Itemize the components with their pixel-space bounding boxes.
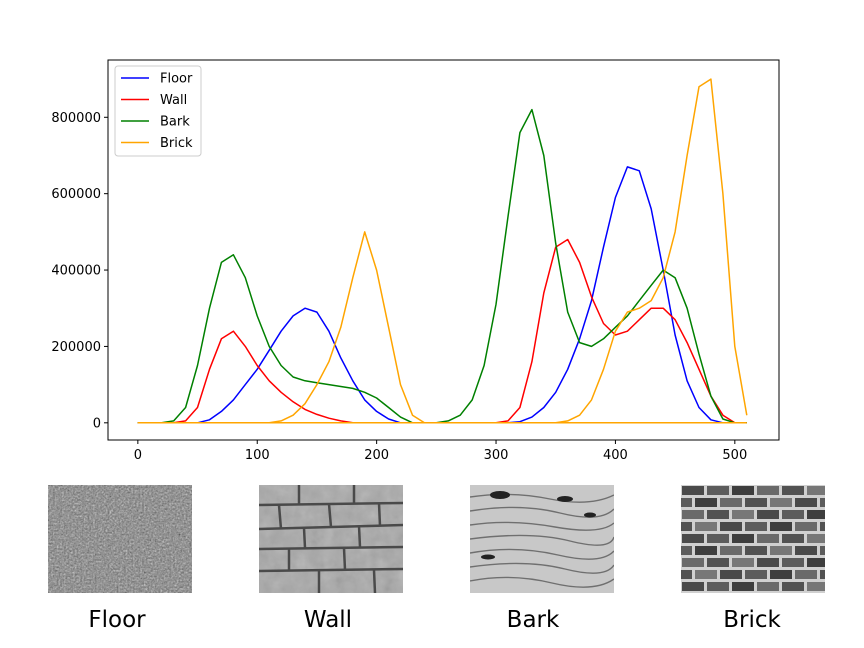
series-line-wall-1 [137,330,747,424]
legend-box [114,65,202,157]
x-tick-label: 400 [603,448,628,463]
legend-label-floor: Floor [160,72,193,87]
x-tick-label: 100 [245,448,270,463]
y-tick-label: 0 [93,416,101,431]
series-line-brick-1 [137,231,747,424]
y-tick-label: 400000 [51,264,101,279]
legend-label-bark: Bark [160,115,190,130]
series-line-wall-2 [137,238,747,424]
x-tick-label: 0 [134,448,142,463]
series-line-floor-1 [137,307,747,424]
legend: Floor Wall Bark Brick [114,65,202,157]
y-axis-ticks: 0 200000 400000 600000 800000 [51,111,108,431]
legend-label-brick: Brick [160,136,193,151]
x-tick-label: 300 [484,448,509,463]
brick-texture-image [681,485,825,593]
y-tick-label: 600000 [51,187,101,202]
y-tick-label: 200000 [51,340,101,355]
x-axis-ticks: 0 100 200 300 400 500 [134,440,747,463]
plot-frame [107,59,780,441]
series-line-brick-2 [137,78,748,424]
bark-texture-image [470,485,614,593]
caption-brick: Brick [723,607,781,633]
y-tick-label: 800000 [51,111,101,126]
caption-bark: Bark [506,607,560,633]
caption-floor: Floor [88,607,146,633]
legend-label-wall: Wall [160,93,187,108]
x-tick-label: 500 [722,448,747,463]
wall-texture-image [259,485,403,593]
caption-wall: Wall [303,607,353,633]
series-lines [137,78,748,424]
x-tick-label: 200 [364,448,389,463]
floor-texture-image [48,485,192,593]
line-chart: 0 100 200 300 400 500 0 200000 400000 600000 8000… [51,59,780,463]
series-line-floor-2 [137,166,747,424]
series-line-bark-2 [137,108,747,424]
